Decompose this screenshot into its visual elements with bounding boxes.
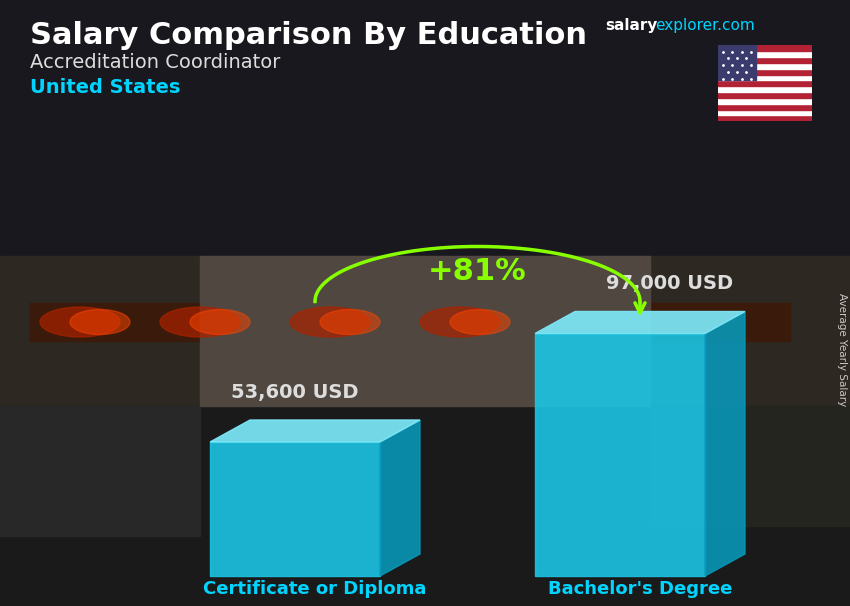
Ellipse shape	[70, 310, 130, 335]
Bar	[210, 442, 380, 576]
Bar	[718, 115, 812, 121]
Bar	[718, 81, 812, 86]
Polygon shape	[210, 420, 420, 442]
Bar	[718, 63, 812, 68]
Bar	[718, 98, 812, 104]
Text: Bachelor's Degree: Bachelor's Degree	[547, 580, 732, 598]
Text: Accreditation Coordinator: Accreditation Coordinator	[30, 53, 281, 72]
Bar	[718, 45, 756, 81]
Bar	[718, 52, 812, 57]
Bar	[718, 68, 812, 75]
Bar	[718, 75, 812, 81]
Text: explorer.com: explorer.com	[655, 18, 755, 33]
Ellipse shape	[320, 310, 380, 335]
Bar	[718, 86, 812, 92]
Text: Average Yearly Salary: Average Yearly Salary	[837, 293, 847, 406]
Bar	[650, 406, 850, 526]
Text: 53,600 USD: 53,600 USD	[231, 383, 359, 402]
Text: United States: United States	[30, 78, 180, 97]
Ellipse shape	[290, 307, 370, 337]
Text: salary: salary	[605, 18, 657, 33]
Polygon shape	[705, 311, 745, 576]
Ellipse shape	[450, 310, 510, 335]
Bar	[0, 0, 850, 256]
Bar	[718, 57, 812, 63]
Ellipse shape	[160, 307, 240, 337]
Bar	[718, 45, 812, 52]
Text: 97,000 USD: 97,000 USD	[606, 275, 734, 293]
Polygon shape	[535, 311, 745, 333]
Bar	[718, 92, 812, 98]
Bar	[30, 303, 790, 341]
Text: Salary Comparison By Education: Salary Comparison By Education	[30, 21, 587, 50]
Polygon shape	[380, 420, 420, 576]
Ellipse shape	[40, 307, 120, 337]
Bar	[718, 110, 812, 115]
Bar	[535, 333, 705, 576]
Bar	[200, 256, 650, 406]
Bar	[718, 104, 812, 110]
Bar	[0, 256, 850, 406]
Text: +81%: +81%	[428, 257, 527, 286]
Text: Certificate or Diploma: Certificate or Diploma	[203, 580, 427, 598]
Ellipse shape	[190, 310, 250, 335]
Bar	[0, 406, 200, 536]
Ellipse shape	[420, 307, 500, 337]
Bar	[0, 406, 850, 606]
